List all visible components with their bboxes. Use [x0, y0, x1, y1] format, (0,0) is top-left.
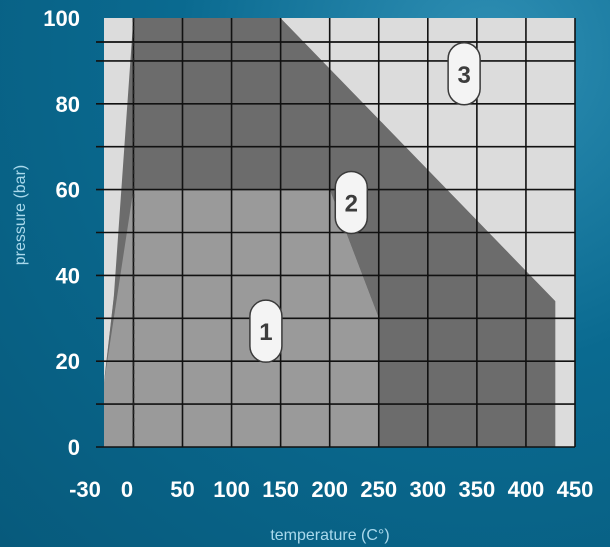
zone-2-label: 2 — [334, 170, 369, 235]
x-tick-label: 400 — [508, 477, 545, 502]
x-tick-label: 450 — [557, 477, 594, 502]
y-tick-label: 80 — [56, 92, 80, 117]
y-tick-label: 100 — [43, 6, 80, 31]
grid-layer — [96, 18, 576, 448]
x-tick-label: 100 — [213, 477, 250, 502]
zone-3-area — [280, 18, 575, 447]
zone-label-text: 3 — [457, 62, 470, 89]
y-axis-title: pressure (bar) — [12, 165, 29, 265]
x-tick-label: 250 — [360, 477, 397, 502]
zone-label-badge — [447, 42, 481, 106]
y-tick-label: 20 — [56, 349, 80, 374]
y-axis-ticks: 0 20 40 60 80 100 — [43, 6, 80, 460]
x-tick-label: 200 — [311, 477, 348, 502]
zone-label-badge — [334, 170, 369, 235]
x-tick-label: 350 — [459, 477, 496, 502]
y-tick-label: 0 — [68, 435, 80, 460]
zone-label-text: 2 — [345, 190, 358, 217]
x-axis-title: temperature (C°) — [270, 527, 389, 544]
zone-2-area — [104, 18, 556, 447]
x-tick-label: 0 — [121, 477, 133, 502]
zone-label-text: 1 — [259, 319, 272, 346]
y-tick-label: 60 — [56, 178, 80, 203]
zone-3-label: 3 — [447, 42, 481, 106]
zone-label-badge — [249, 299, 283, 363]
x-tick-label: -30 — [69, 477, 101, 502]
y-tick-label: 40 — [56, 263, 80, 288]
x-axis-ticks: -30 0 50 100 150 200 250 300 350 400 450 — [69, 477, 593, 502]
x-tick-label: 50 — [170, 477, 194, 502]
zone-labels-layer: 1 2 3 — [249, 42, 481, 363]
x-tick-label: 150 — [262, 477, 299, 502]
x-tick-label: 300 — [409, 477, 446, 502]
zone-1-label: 1 — [249, 299, 283, 363]
